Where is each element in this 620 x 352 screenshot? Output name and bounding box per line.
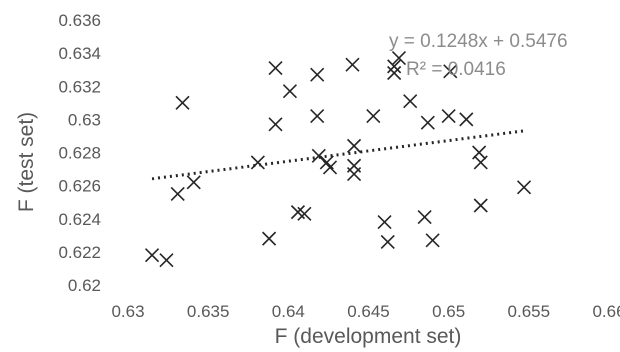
data-point-x-marker [516, 180, 532, 195]
data-point-x-marker [159, 253, 174, 268]
y-tick-label: 0.624 [58, 210, 101, 229]
trendline [151, 129, 525, 181]
data-point-x-marker [420, 115, 435, 130]
x-axis-title: F (development set) [275, 325, 462, 348]
data-point-x-marker [345, 57, 360, 72]
data-point-x-marker [391, 51, 407, 66]
y-axis-tick-labels: 0.62 0.622 0.624 0.626 0.628 0.63 0.632 0.634 0.… [58, 11, 101, 295]
x-axis-tick-labels: 0.63 0.635 0.64 0.645 0.65 0.655 0.66 [111, 302, 620, 321]
r-squared-label: R² = 0.0416 [406, 59, 506, 80]
x-tick-label: 0.65 [432, 302, 465, 321]
data-point-x-marker [175, 95, 190, 110]
data-point-x-marker [347, 166, 362, 182]
data-point-x-marker [297, 206, 312, 221]
y-tick-label: 0.626 [58, 177, 101, 196]
x-tick-label: 0.63 [111, 302, 144, 321]
y-tick-label: 0.628 [58, 144, 101, 163]
data-point-x-marker [425, 233, 440, 248]
x-tick-label: 0.64 [272, 302, 305, 321]
x-tick-label: 0.635 [187, 302, 230, 321]
data-point-x-marker [380, 234, 395, 250]
data-point-x-marker [473, 198, 488, 213]
data-point-x-marker [459, 112, 474, 127]
data-point-x-marker [322, 160, 338, 175]
data-point-x-marker [250, 155, 265, 170]
data-point-x-marker [366, 108, 381, 124]
data-point-x-marker [403, 94, 418, 109]
data-point-x-marker [310, 108, 325, 124]
y-tick-label: 0.636 [58, 11, 101, 30]
y-tick-label: 0.632 [58, 77, 101, 96]
x-tick-label: 0.645 [347, 302, 390, 321]
data-point-x-marker [473, 155, 488, 170]
trendline-equation: y = 0.1248x + 0.5476 [389, 31, 568, 52]
y-axis-title: F (test set) [15, 112, 38, 212]
data-point-x-marker [268, 117, 283, 132]
y-tick-label: 0.634 [58, 44, 101, 63]
data-point-x-marker [441, 108, 456, 124]
x-tick-label: 0.66 [592, 302, 620, 321]
y-tick-label: 0.622 [58, 243, 101, 262]
data-point-x-marker [377, 214, 392, 230]
y-tick-label: 0.62 [68, 276, 101, 295]
data-point-x-marker [347, 138, 362, 153]
data-point-x-marker [144, 248, 160, 263]
data-point-x-marker [262, 231, 277, 246]
data-point-x-marker [387, 59, 402, 74]
x-tick-label: 0.655 [508, 302, 551, 321]
data-point-x-marker [443, 64, 458, 79]
data-point-x-marker [268, 60, 283, 76]
data-point-x-marker [170, 186, 185, 201]
data-point-x-marker [387, 65, 402, 81]
data-point-x-marker [282, 84, 298, 99]
data-point-x-marker [186, 175, 201, 190]
data-point-x-marker [417, 210, 432, 225]
trendline-group [151, 129, 525, 181]
data-point-x-marker [310, 67, 325, 82]
data-point-x-marker [311, 148, 326, 163]
data-points [144, 51, 532, 268]
y-tick-label: 0.63 [68, 110, 101, 129]
